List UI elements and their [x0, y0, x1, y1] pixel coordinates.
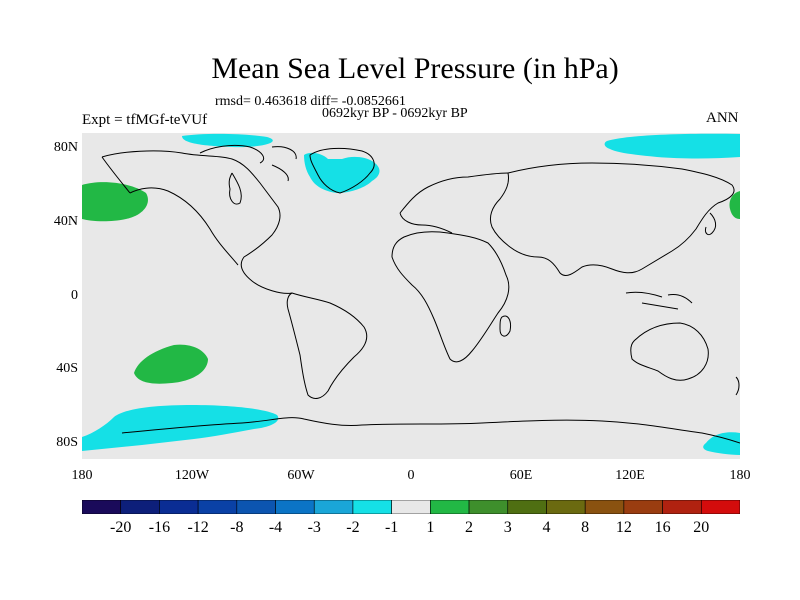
coastline-madagascar [499, 315, 511, 337]
lat-label-80s: 80S [56, 435, 78, 450]
coastlines [101, 144, 740, 444]
colorbar-cell [275, 500, 315, 514]
anomaly-arctic-siberia [604, 133, 740, 159]
map-title: Mean Sea Level Pressure (in hPa) [211, 52, 619, 85]
colorbar-label: 8 [581, 519, 590, 536]
colorbar-cell [700, 500, 740, 514]
time-period: 0692kyr BP - 0692kyr BP [322, 106, 468, 121]
colorbar-label: 20 [693, 519, 710, 536]
colorbar-cell [546, 500, 586, 514]
experiment-label: Expt = tfMGf-teVUf [82, 112, 208, 128]
coastline-canadian-arctic [199, 144, 297, 182]
colorbar-label: 16 [654, 519, 671, 536]
lon-label-0: 0 [407, 468, 415, 483]
lat-label-40s: 40S [56, 361, 78, 376]
coastline-greenland [309, 147, 375, 194]
coastline-asia [489, 162, 735, 276]
coastline-japan [705, 212, 717, 236]
coastline-new-zealand [735, 376, 740, 396]
colorbar-cell [623, 500, 663, 514]
colorbar-label: -16 [148, 519, 171, 536]
coastline-south-america [286, 292, 368, 399]
colorbar-cell [584, 500, 625, 514]
colorbar-label: -20 [110, 519, 132, 536]
colorbar-cell [159, 500, 199, 514]
map-background [82, 133, 740, 459]
colorbar-cell [120, 500, 160, 514]
world-map [82, 133, 740, 459]
lon-label-60w: 60W [287, 468, 315, 483]
anomaly-southern-ocean-australia [703, 432, 740, 455]
anomaly-north-pacific-east [729, 191, 740, 219]
colorbar-cell [430, 500, 470, 514]
anomaly-south-pacific [134, 344, 208, 384]
colorbar-label: 12 [615, 519, 632, 536]
coastline-indonesia [625, 291, 693, 310]
colorbar-cell [468, 500, 509, 514]
colorbar-label: -4 [268, 519, 283, 536]
coastline-africa [391, 231, 510, 363]
colorbar-cell [391, 500, 431, 514]
rmsd-stats: rmsd= 0.463618 diff= -0.0852661 [215, 94, 406, 109]
colorbar-label: 1 [426, 519, 435, 536]
lat-label-40n: 40N [53, 214, 78, 229]
anomaly-arctic-alaska [182, 133, 273, 148]
colorbar-label: -1 [384, 519, 399, 536]
lat-label-0: 0 [71, 288, 78, 303]
colorbar-cell [197, 500, 238, 514]
colorbar-cell [236, 500, 276, 514]
colorbar-label: -2 [346, 519, 360, 536]
colorbar-label: 4 [542, 519, 551, 536]
colorbar-cell [662, 500, 702, 514]
lon-label-120e: 120E [615, 468, 645, 483]
colorbar-label: 3 [503, 519, 512, 536]
lon-label-120w: 120W [174, 468, 210, 483]
colorbar-label: 2 [465, 519, 474, 536]
lon-label-60e: 60E [509, 468, 533, 483]
coastline-antarctica [121, 417, 740, 444]
colorbar-label: -8 [230, 519, 244, 536]
colorbar-cell [82, 500, 122, 514]
season-label: ANN [706, 110, 739, 126]
lat-label-80n: 80N [53, 140, 78, 155]
lon-label-180e: 180 [729, 468, 751, 483]
colorbar-cells [82, 500, 740, 514]
coastline-australia [630, 322, 709, 381]
colorbar-label: -12 [187, 519, 209, 536]
colorbar-cell [352, 500, 392, 514]
lon-label-180w: 180 [71, 468, 93, 483]
coastline-europe [399, 172, 509, 234]
coastline-hudson-bay [228, 172, 242, 205]
colorbar-label: -3 [307, 519, 321, 536]
colorbar [82, 500, 740, 514]
coastline-north-america [101, 150, 293, 294]
colorbar-cell [313, 500, 354, 514]
colorbar-cell [507, 500, 547, 514]
